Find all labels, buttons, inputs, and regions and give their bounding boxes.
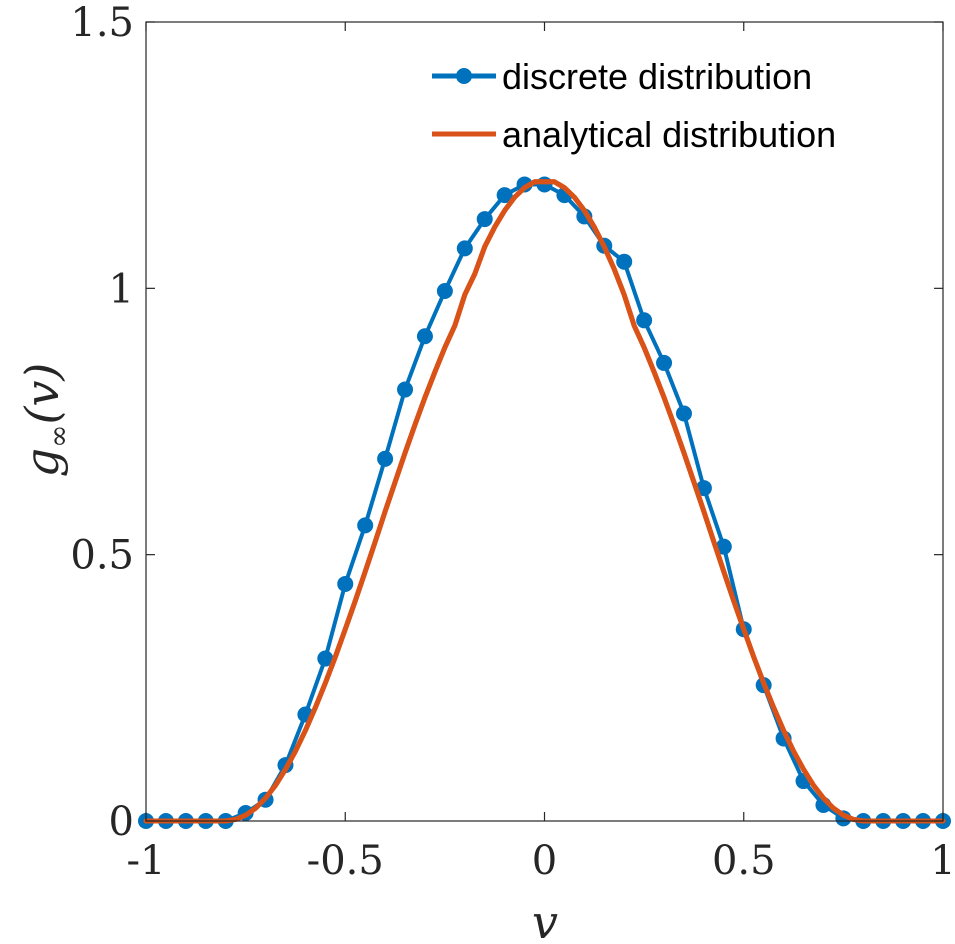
series-layer xyxy=(138,176,951,829)
data-point xyxy=(536,176,553,193)
data-point xyxy=(496,187,513,204)
data-point xyxy=(357,517,374,534)
legend-label-discrete: discrete distribution xyxy=(502,56,812,97)
data-point xyxy=(397,381,414,398)
x-tick-label: 0.5 xyxy=(712,838,776,884)
data-point xyxy=(377,450,394,467)
data-point xyxy=(636,312,653,329)
axes-layer: -1 -0.5 0 0.5 1 0 0.5 1 1.5 xyxy=(70,0,955,884)
legend-label-analytical: analytical distribution xyxy=(502,114,836,155)
x-tick-label: -0.5 xyxy=(307,838,384,884)
data-point xyxy=(476,211,493,228)
y-tick-label: 1.5 xyxy=(70,0,134,46)
y-axis-title-main: g xyxy=(15,448,69,477)
legend: discrete distribution analytical distrib… xyxy=(420,48,930,166)
data-point xyxy=(656,354,673,371)
y-axis-title: g∞(v) xyxy=(15,363,75,478)
data-point xyxy=(456,240,473,257)
x-axis-title: v xyxy=(532,895,558,944)
data-point xyxy=(317,650,334,667)
x-tick-label: 1 xyxy=(930,838,955,884)
x-tick-label: 0 xyxy=(532,838,557,884)
data-point xyxy=(416,328,433,345)
data-point xyxy=(337,575,354,592)
legend-marker-discrete xyxy=(456,68,472,84)
legend-box xyxy=(420,48,930,166)
y-tick-label: 1 xyxy=(109,266,134,312)
x-tick-label: -1 xyxy=(127,838,166,884)
y-axis-title-rest: (v) xyxy=(15,363,69,425)
data-point xyxy=(616,253,633,270)
data-point xyxy=(715,538,732,555)
y-axis-title-sub: ∞ xyxy=(42,425,75,448)
svg-text:g∞(v): g∞(v) xyxy=(15,363,75,478)
data-point xyxy=(436,283,453,299)
y-tick-label: 0 xyxy=(109,799,134,845)
y-tick-label: 0.5 xyxy=(70,533,134,579)
series-line-analytical-overlay xyxy=(143,179,946,824)
data-point xyxy=(675,405,692,422)
